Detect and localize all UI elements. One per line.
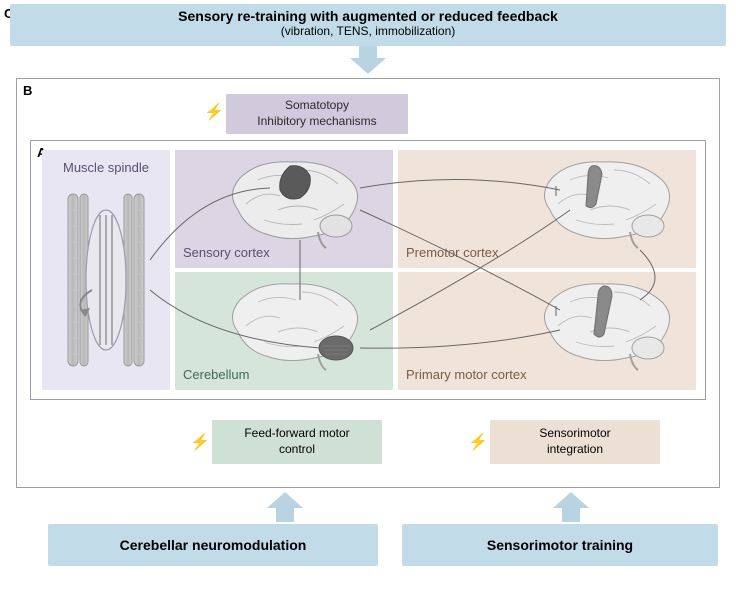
feedforward-box: Feed-forward motor control (212, 420, 382, 464)
somatotopy-line1: Somatotopy (285, 98, 349, 114)
premotor-brain-icon (530, 154, 680, 250)
muscle-spindle-icon (62, 190, 150, 370)
bottom-right-banner: Sensorimotor training (402, 524, 718, 566)
bottom-left-banner: Cerebellar neuromodulation (48, 524, 378, 566)
cerebellum-brain-icon (218, 276, 368, 372)
primary-motor-label: Primary motor cortex (406, 367, 527, 384)
sensorimotor-box: Sensorimotor integration (490, 420, 660, 464)
bottom-left-text: Cerebellar neuromodulation (120, 537, 307, 553)
premotor-cortex-label: Premotor cortex (406, 245, 498, 262)
feedforward-line2: control (279, 442, 315, 458)
somatotopy-box: Somatotopy Inhibitory mechanisms (226, 94, 408, 134)
sensorimotor-line1: Sensorimotor (539, 426, 610, 442)
primary-motor-brain-icon (530, 276, 680, 372)
bolt-icon-top: ⚡ (204, 102, 224, 122)
somatotopy-line2: Inhibitory mechanisms (257, 114, 376, 130)
bottom-left-arrow-head (267, 492, 303, 508)
bolt-icon-sensorimotor: ⚡ (468, 432, 488, 452)
sensory-cortex-brain-icon (218, 154, 368, 250)
panel-b-label: B (23, 83, 32, 98)
bolt-icon-feedforward: ⚡ (190, 432, 210, 452)
feedforward-line1: Feed-forward motor (244, 426, 349, 442)
top-banner-title: Sensory re-training with augmented or re… (10, 8, 726, 24)
top-banner-subtitle: (vibration, TENS, immobilization) (10, 24, 726, 38)
muscle-spindle-label: Muscle spindle (63, 160, 149, 177)
bottom-right-arrow-head (553, 492, 589, 508)
bottom-right-arrow-stem (562, 508, 580, 522)
bottom-left-arrow-stem (276, 508, 294, 522)
top-banner: Sensory re-training with augmented or re… (10, 4, 726, 46)
bottom-right-text: Sensorimotor training (487, 537, 633, 553)
sensorimotor-line2: integration (547, 442, 603, 458)
top-arrow-head (350, 58, 386, 74)
